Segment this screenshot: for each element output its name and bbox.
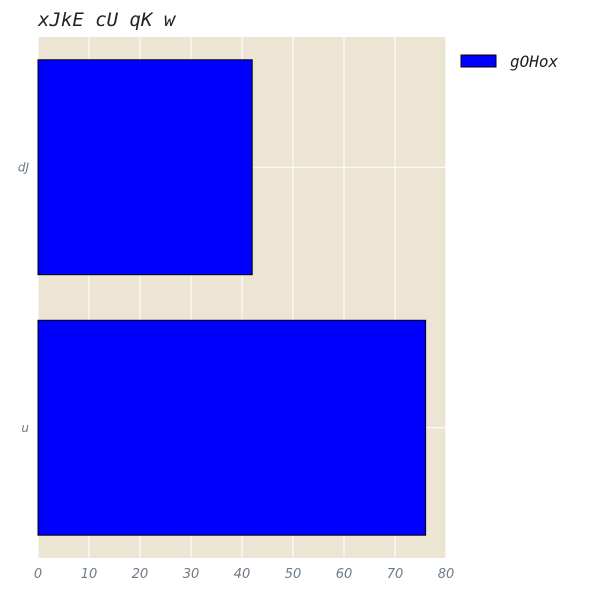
x-axis-ticks: 0 10 20 30 40 50 60 70 80 xyxy=(34,567,454,582)
y-axis-categories: dJ u xyxy=(18,160,30,435)
bar-u xyxy=(37,319,427,536)
x-tick-label: 70 xyxy=(387,567,404,582)
chart-title: xJkE cU qK w xyxy=(37,9,177,31)
y-category-label: u xyxy=(21,421,29,435)
x-tick-label: 20 xyxy=(132,567,149,582)
legend-swatch xyxy=(460,54,497,68)
bar-dJ xyxy=(37,59,253,276)
legend: gOHox xyxy=(460,52,559,71)
x-tick-label: 60 xyxy=(336,567,353,582)
x-tick-label: 40 xyxy=(234,567,251,582)
x-tick-label: 10 xyxy=(81,567,98,582)
x-tick-label: 50 xyxy=(285,567,302,582)
bars xyxy=(37,59,427,536)
x-tick-label: 80 xyxy=(438,567,455,582)
y-category-label: dJ xyxy=(18,160,30,174)
x-tick-label: 0 xyxy=(34,567,42,582)
legend-label: gOHox xyxy=(510,52,559,71)
x-tick-label: 30 xyxy=(183,567,200,582)
